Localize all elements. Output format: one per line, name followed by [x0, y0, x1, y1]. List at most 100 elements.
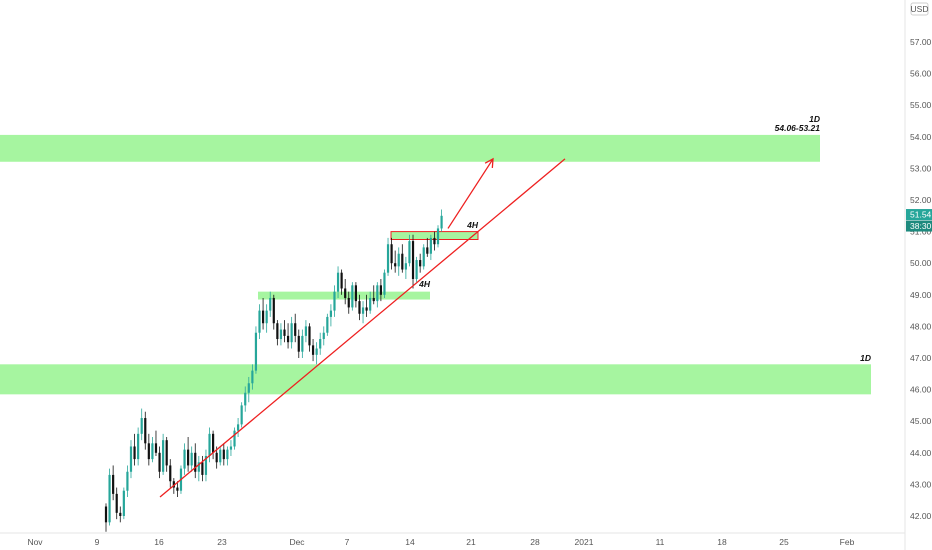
lines-layer: [159, 157, 566, 498]
candle-body: [379, 285, 382, 295]
candle-body: [119, 512, 122, 516]
candle-body: [372, 297, 375, 302]
price-tick-label: 49.00: [910, 290, 932, 300]
candle-body: [222, 449, 225, 460]
price-tick-label: 57.00: [910, 37, 932, 47]
candle-body: [333, 291, 336, 311]
candle-body: [347, 297, 350, 308]
candle-body: [361, 307, 365, 314]
price-tick-label: 48.00: [910, 321, 932, 331]
price-tick-label: 52.00: [910, 195, 932, 205]
time-tick-label: 16: [154, 537, 164, 547]
candle-body: [233, 430, 236, 447]
candle-body: [261, 310, 265, 324]
time-axis: Nov 9 16 23 Dec 7 14 21 28 2021 11 18 25 Feb: [0, 532, 905, 547]
candle-body: [394, 263, 397, 267]
candle-body: [140, 418, 143, 434]
candle-body: [154, 443, 158, 453]
candle-body: [229, 446, 233, 450]
candle-body: [208, 433, 211, 456]
candles-layer: [104, 209, 443, 532]
time-tick-label: 18: [717, 537, 727, 547]
candle-body: [279, 329, 283, 340]
price-tick-label: 56.00: [910, 69, 932, 79]
candle-body: [304, 326, 308, 336]
countdown-label: 38:30: [910, 221, 932, 231]
time-tick-label: 14: [405, 537, 415, 547]
price-tick-label: 50.00: [910, 258, 932, 268]
candle-body: [408, 241, 411, 264]
candle-body: [187, 449, 190, 466]
price-tick-label: 46.00: [910, 385, 932, 395]
currency-label: USD: [911, 4, 929, 14]
candle-body: [322, 332, 325, 340]
candle-body: [212, 433, 215, 453]
price-tick-label: 47.00: [910, 353, 932, 363]
candle-body: [197, 462, 200, 472]
zone-range-label: 54.06-53.21: [775, 123, 821, 133]
candle-body: [158, 452, 161, 472]
candle-body: [290, 323, 293, 343]
candle-body: [215, 452, 218, 463]
time-tick-label: Nov: [27, 537, 43, 547]
candle-body: [358, 301, 361, 314]
candle-body: [151, 443, 154, 460]
time-tick-label: Feb: [840, 537, 855, 547]
candle-body: [183, 449, 186, 469]
candle-body: [440, 215, 443, 229]
candle-body: [226, 449, 229, 460]
candle-body: [286, 335, 290, 343]
last-price-tag: [906, 209, 932, 221]
price-tick-label: 42.00: [910, 511, 932, 521]
candle-body: [308, 326, 311, 346]
time-tick-label: 9: [95, 537, 100, 547]
candle-body: [219, 449, 222, 463]
candle-body: [129, 446, 133, 472]
projection-arrow-shaft: [447, 158, 494, 229]
zone-label: 1D: [809, 114, 820, 124]
candle-body: [422, 247, 425, 267]
time-tick-label: 11: [656, 537, 665, 547]
candle-body: [104, 506, 108, 523]
zones-layer: [0, 134, 871, 395]
candle-body: [365, 307, 368, 311]
price-tick-label: 44.00: [910, 448, 932, 458]
candle-body: [147, 443, 150, 460]
candle-body: [426, 247, 429, 254]
zone-rect: [0, 134, 820, 162]
candle-body: [190, 452, 193, 466]
price-tick-label: 51.00: [910, 227, 932, 237]
price-tick-label: 53.00: [910, 163, 932, 173]
candle-body: [386, 244, 390, 273]
price-tick-label: 54.00: [910, 132, 932, 142]
candle-body: [336, 272, 340, 292]
time-tick-label: 7: [345, 537, 350, 547]
candle-body: [329, 310, 333, 317]
candle-body: [401, 253, 404, 270]
projection-arrow-head: [484, 157, 494, 168]
candle-body: [429, 237, 432, 254]
candle-body: [351, 285, 354, 308]
candle-body: [194, 452, 197, 472]
currency-badge: [910, 2, 929, 16]
candle-body: [376, 285, 379, 302]
candle-body: [294, 323, 297, 336]
zone-label: 4H: [466, 220, 479, 230]
candle-body: [144, 418, 147, 444]
candle-body: [251, 370, 254, 384]
candle-body: [122, 490, 125, 516]
zone-label: 4H: [418, 279, 431, 289]
candle-body: [369, 297, 372, 311]
countdown-tag: [906, 220, 932, 232]
candle-body: [344, 288, 347, 298]
candle-body: [311, 345, 315, 355]
time-tick-label: Dec: [289, 537, 305, 547]
time-tick-label: 28: [530, 537, 540, 547]
time-tick-label: 25: [779, 537, 789, 547]
candle-body: [301, 335, 304, 352]
candle-body: [433, 237, 436, 245]
candle-body: [340, 272, 343, 289]
candle-body: [244, 392, 247, 406]
